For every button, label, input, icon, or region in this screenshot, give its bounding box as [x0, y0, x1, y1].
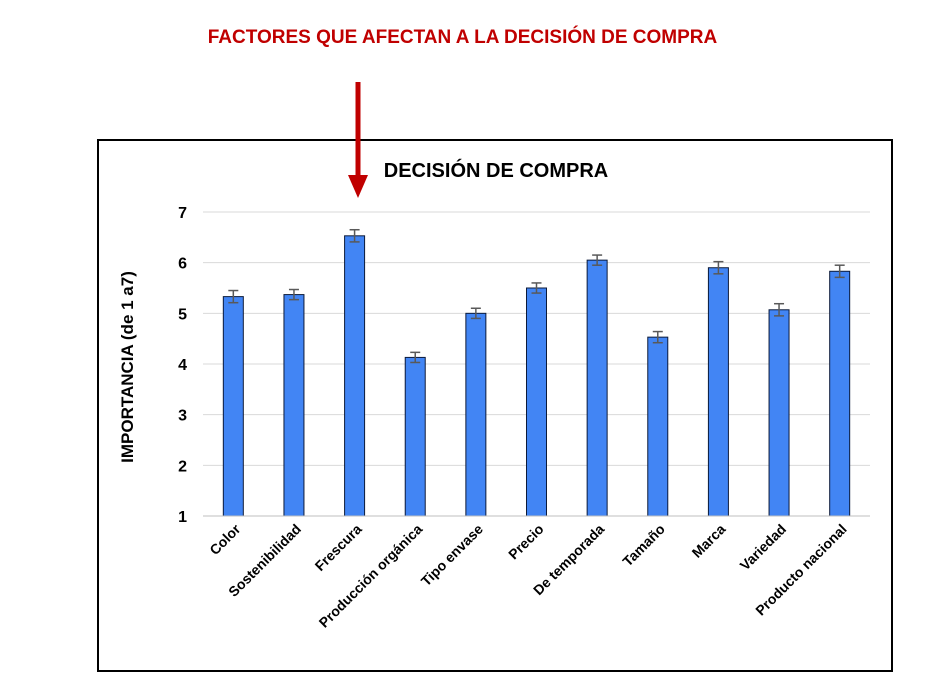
x-tick-label: Frescura [312, 521, 365, 574]
y-tick-label: 4 [178, 357, 187, 374]
bar [344, 235, 366, 517]
chart-frame [97, 139, 893, 672]
bar [647, 336, 669, 517]
bar [222, 296, 244, 517]
x-tick-label: Color [206, 520, 244, 558]
bar [586, 259, 608, 517]
y-tick-label: 6 [178, 256, 187, 273]
x-tick-label: Tamaño [619, 521, 668, 570]
y-tick-label: 5 [178, 306, 187, 323]
y-tick-label: 3 [178, 408, 187, 425]
bar [829, 270, 851, 517]
y-axis-ticks: 1 2 3 4 5 6 7 [178, 205, 187, 526]
arrow-head [348, 175, 368, 198]
bar [768, 309, 790, 517]
bar [283, 294, 305, 517]
bar [404, 356, 426, 517]
x-tick-label: Marca [689, 521, 729, 561]
bar [465, 312, 487, 517]
x-tick-label: Variedad [737, 521, 790, 574]
x-tick-label: Producción orgánica [316, 521, 426, 631]
x-tick-label: Tipo envase [418, 521, 487, 590]
error-bars [228, 228, 845, 364]
y-tick-label: 2 [178, 458, 187, 475]
bar [707, 267, 729, 517]
y-tick-label: 7 [178, 205, 187, 222]
arrow-indicator [348, 82, 368, 198]
bar [526, 287, 547, 517]
page-title: FACTORES QUE AFECTAN A LA DECISIÓN DE CO… [207, 27, 718, 48]
chart-title: DECISIÓN DE COMPRA [384, 158, 608, 182]
y-axis-label: IMPORTANCIA (de 1 a7) [118, 271, 137, 463]
bars [222, 235, 851, 517]
x-tick-label: Precio [505, 521, 547, 563]
y-tick-label: 1 [178, 509, 187, 526]
